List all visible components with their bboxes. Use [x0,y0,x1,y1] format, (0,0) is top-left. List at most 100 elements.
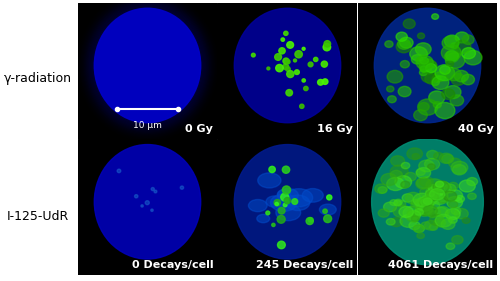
Ellipse shape [455,32,468,43]
Text: I-125-UdR: I-125-UdR [6,210,68,223]
Ellipse shape [314,57,318,62]
Ellipse shape [428,91,445,104]
Ellipse shape [400,37,413,48]
Ellipse shape [278,241,285,249]
Ellipse shape [375,184,388,193]
Ellipse shape [284,198,290,204]
Ellipse shape [439,153,453,164]
Ellipse shape [448,182,458,190]
Ellipse shape [302,79,306,82]
Ellipse shape [398,39,410,49]
Ellipse shape [418,99,438,115]
Ellipse shape [444,51,458,62]
Ellipse shape [281,38,284,41]
Ellipse shape [420,177,434,187]
Ellipse shape [446,50,458,61]
Ellipse shape [416,169,425,175]
Ellipse shape [381,173,397,185]
Ellipse shape [400,60,409,68]
Ellipse shape [320,204,336,215]
Ellipse shape [420,57,428,64]
Ellipse shape [287,42,294,48]
Ellipse shape [406,192,421,204]
Ellipse shape [432,190,448,202]
Ellipse shape [387,70,402,83]
Ellipse shape [323,209,328,213]
Ellipse shape [393,205,410,217]
Ellipse shape [402,194,413,202]
Ellipse shape [416,57,425,64]
Ellipse shape [386,177,404,191]
Ellipse shape [384,202,396,212]
Ellipse shape [395,176,411,188]
Ellipse shape [420,69,427,76]
Ellipse shape [286,200,289,204]
Ellipse shape [446,68,462,81]
Ellipse shape [180,186,184,189]
Ellipse shape [399,207,413,217]
Ellipse shape [464,50,482,65]
Ellipse shape [282,166,290,173]
Ellipse shape [292,199,298,204]
Ellipse shape [428,185,438,191]
Ellipse shape [302,47,305,50]
Ellipse shape [390,165,408,179]
Ellipse shape [445,85,461,99]
Ellipse shape [282,186,290,194]
Ellipse shape [302,189,324,202]
Ellipse shape [280,193,288,201]
Ellipse shape [434,152,443,160]
Ellipse shape [374,8,480,123]
Ellipse shape [416,208,424,214]
Ellipse shape [416,199,433,211]
Ellipse shape [406,212,420,222]
Ellipse shape [272,223,275,226]
Ellipse shape [434,182,452,195]
Ellipse shape [378,187,387,193]
Ellipse shape [424,59,432,65]
Ellipse shape [234,144,341,259]
Text: 16 Gy: 16 Gy [318,124,354,134]
Ellipse shape [390,156,404,166]
Ellipse shape [248,200,267,212]
Ellipse shape [451,43,458,49]
Ellipse shape [412,211,420,218]
Ellipse shape [440,66,450,74]
Ellipse shape [151,187,154,191]
Ellipse shape [322,79,328,85]
Ellipse shape [448,201,458,208]
Ellipse shape [428,193,437,199]
Ellipse shape [442,36,459,50]
Ellipse shape [426,187,438,196]
Ellipse shape [308,217,313,222]
Ellipse shape [278,190,290,198]
Ellipse shape [416,178,431,189]
Ellipse shape [426,179,443,192]
Ellipse shape [420,195,436,207]
Ellipse shape [308,62,313,67]
Text: 40 Gy: 40 Gy [458,124,494,134]
Ellipse shape [412,216,419,221]
Ellipse shape [462,74,474,85]
Ellipse shape [432,202,440,209]
Ellipse shape [447,190,462,201]
Ellipse shape [390,218,402,227]
Ellipse shape [414,225,424,232]
Ellipse shape [284,31,288,35]
Ellipse shape [434,101,441,108]
Ellipse shape [326,195,332,200]
Ellipse shape [386,86,394,92]
Ellipse shape [456,196,464,202]
Ellipse shape [426,190,440,199]
Ellipse shape [94,144,200,259]
Ellipse shape [428,208,440,217]
Ellipse shape [257,214,270,223]
Ellipse shape [423,205,438,216]
Ellipse shape [412,199,420,206]
Ellipse shape [407,210,415,216]
Ellipse shape [420,209,429,216]
Ellipse shape [276,64,283,72]
Ellipse shape [431,79,440,86]
Ellipse shape [300,104,304,108]
Ellipse shape [295,51,302,58]
